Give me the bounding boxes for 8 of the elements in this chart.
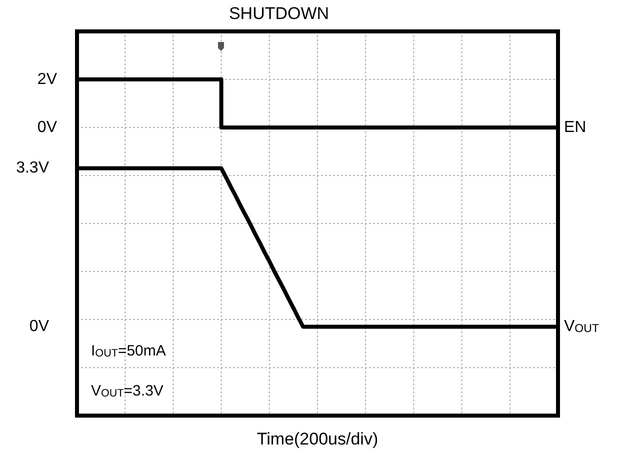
- y-tick-label: 3.3V: [16, 160, 50, 177]
- y2-tick-label: 2V: [37, 70, 58, 88]
- series-label: VOUT: [564, 318, 599, 336]
- annotation: VOUT=3.3V: [91, 382, 164, 400]
- annotation: IOUT=50mA: [91, 342, 166, 360]
- series-label: EN: [564, 118, 586, 136]
- chart-title: SHUTDOWN: [228, 4, 330, 23]
- x-axis-title: Time(200us/div): [256, 429, 378, 448]
